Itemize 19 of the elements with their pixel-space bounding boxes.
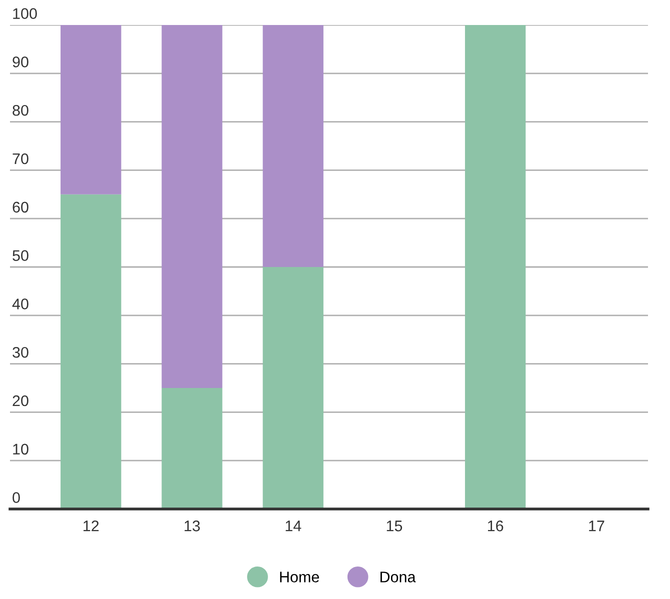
y-tick-label: 90	[12, 56, 28, 68]
y-tick-label: 50	[12, 250, 28, 261]
x-tick-label: 17	[589, 520, 604, 532]
y-tick-label: 20	[12, 395, 28, 406]
x-tick-label: 16	[488, 520, 504, 532]
y-tick-label: 100	[13, 8, 37, 19]
y-tick-label: 10	[13, 444, 28, 455]
x-tick-label: 14	[286, 520, 302, 532]
y-tick-label: 70	[12, 153, 28, 164]
legend-label: Home	[280, 572, 319, 582]
x-tick-label: 13	[184, 520, 200, 532]
y-tick-label: 30	[12, 346, 28, 358]
y-tick-label: 0	[12, 492, 20, 503]
y-tick-label: 40	[12, 298, 28, 310]
x-tick-label: 12	[84, 520, 99, 532]
x-tick-label: 15	[386, 520, 402, 532]
y-tick-label: 80	[12, 104, 28, 116]
y-tick-label: 60	[12, 202, 28, 213]
legend-label: Dona	[380, 572, 416, 582]
